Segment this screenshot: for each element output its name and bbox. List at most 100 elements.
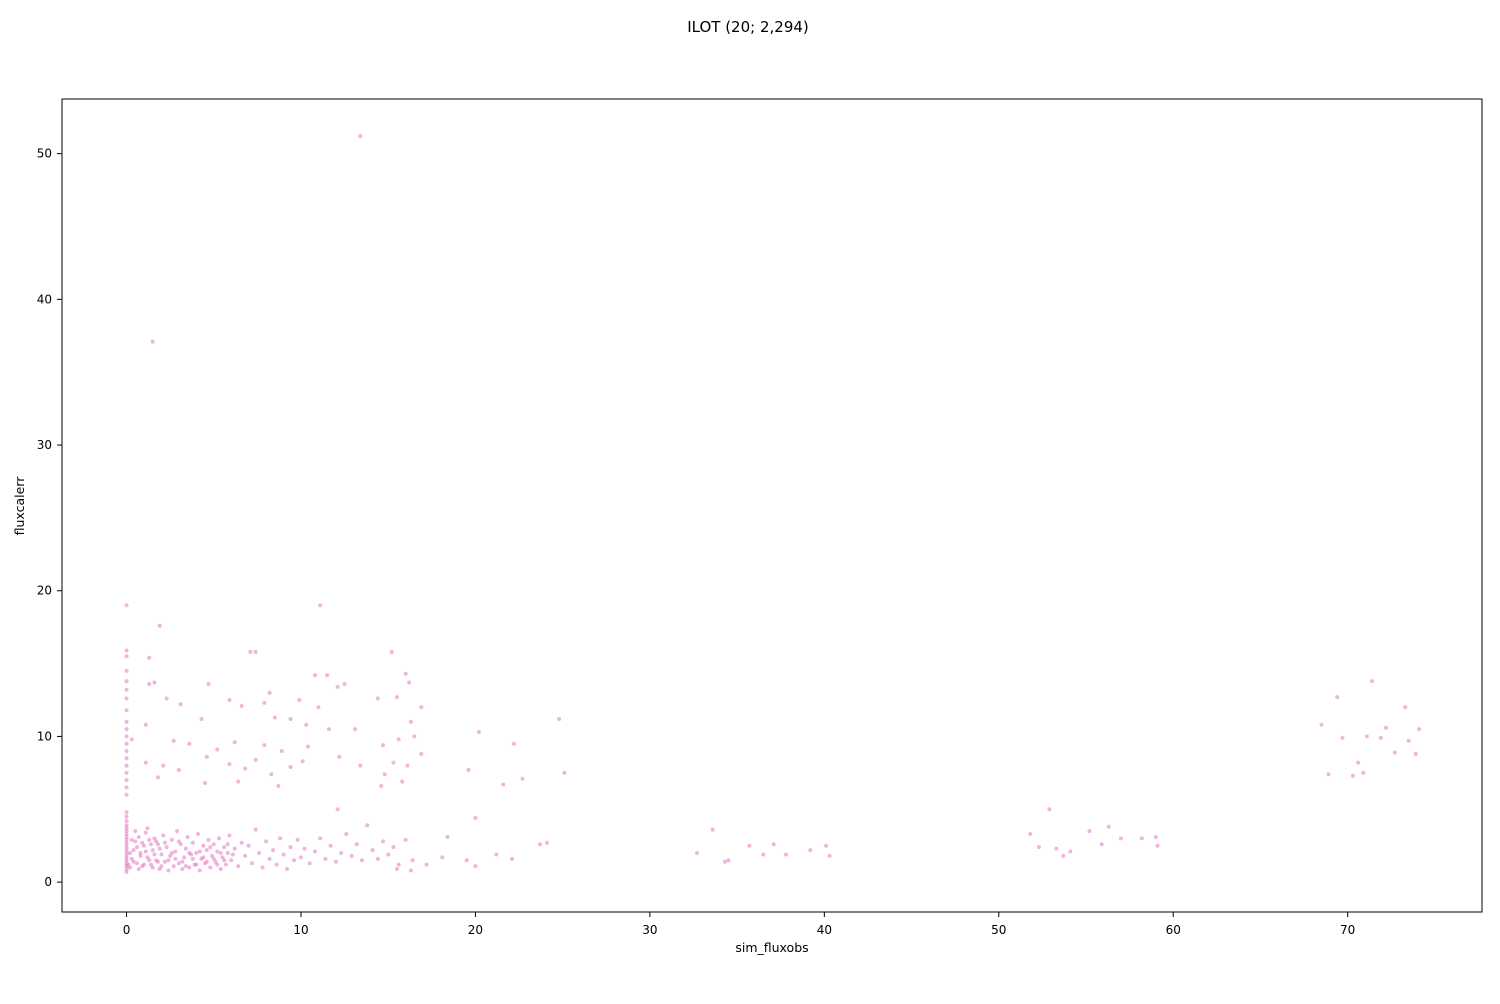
data-point: [124, 756, 129, 761]
data-point: [694, 850, 699, 855]
data-point: [391, 845, 396, 850]
data-point: [124, 810, 129, 815]
data-point: [783, 852, 788, 857]
data-point: [176, 861, 181, 866]
data-point: [129, 737, 134, 742]
data-point: [307, 861, 312, 866]
data-point: [279, 749, 284, 753]
data-point: [312, 673, 317, 678]
data-point: [147, 837, 152, 842]
data-point: [124, 867, 129, 872]
data-point: [403, 671, 408, 676]
data-point: [225, 842, 230, 847]
data-point: [272, 715, 277, 720]
x-tick-label: 20: [468, 923, 483, 937]
data-point: [761, 852, 766, 857]
data-point: [124, 840, 129, 845]
data-point: [511, 741, 516, 746]
data-point: [288, 845, 293, 850]
data-point: [236, 779, 241, 784]
data-point: [305, 744, 310, 749]
data-point: [215, 747, 220, 752]
data-point: [141, 862, 146, 867]
data-point: [124, 708, 129, 713]
data-point: [400, 779, 405, 784]
data-point: [262, 700, 267, 705]
data-point: [169, 837, 174, 842]
data-point: [157, 846, 162, 851]
data-point: [1370, 679, 1375, 684]
data-point: [328, 843, 333, 848]
data-point: [124, 855, 129, 860]
data-point: [124, 727, 129, 732]
data-point: [169, 850, 174, 855]
data-point: [562, 770, 567, 775]
data-point: [337, 754, 342, 759]
data-point: [124, 823, 129, 828]
data-point: [288, 716, 293, 721]
data-point: [126, 862, 131, 867]
data-point: [124, 869, 129, 874]
data-point: [176, 767, 181, 772]
y-tick-label: 10: [37, 729, 52, 743]
data-point: [124, 832, 129, 837]
chart-title: ILOT (20; 2,294): [687, 18, 809, 36]
x-tick-label: 60: [1166, 923, 1181, 937]
data-point: [150, 865, 155, 870]
data-point: [147, 655, 152, 660]
data-point: [375, 696, 380, 701]
data-point: [152, 836, 157, 841]
data-point: [335, 684, 340, 689]
data-point: [225, 850, 230, 855]
data-point: [124, 763, 129, 768]
y-axis: 0 10 20 30 40 50: [37, 147, 62, 889]
data-point: [124, 829, 129, 834]
data-point: [157, 867, 162, 872]
data-point: [206, 681, 211, 686]
data-point: [211, 842, 216, 847]
data-point: [124, 814, 129, 819]
data-point: [215, 849, 220, 854]
data-point: [358, 134, 363, 139]
data-point: [494, 852, 499, 857]
data-point: [148, 862, 153, 867]
data-point: [360, 858, 365, 863]
data-point: [164, 845, 169, 850]
data-point: [1155, 843, 1160, 848]
data-point: [124, 846, 129, 851]
data-point: [827, 853, 832, 858]
data-point: [124, 719, 129, 724]
data-point: [349, 853, 354, 858]
data-point: [380, 743, 385, 748]
data-point: [281, 852, 286, 857]
data-point: [131, 848, 136, 853]
data-point: [180, 867, 185, 872]
data-point: [271, 848, 276, 853]
data-point: [557, 716, 562, 721]
data-point: [419, 751, 424, 756]
data-point: [173, 849, 178, 854]
data-point: [220, 855, 225, 860]
data-point: [375, 856, 380, 861]
data-point: [1139, 836, 1144, 841]
data-point: [124, 843, 129, 848]
data-point: [501, 782, 506, 787]
data-point: [141, 843, 146, 848]
data-point: [808, 848, 813, 853]
data-point: [135, 861, 140, 866]
data-point: [145, 826, 150, 831]
data-point: [1068, 849, 1073, 854]
data-point: [154, 839, 159, 844]
data-point: [358, 763, 363, 768]
data-point: [147, 681, 152, 686]
data-point: [213, 859, 218, 864]
data-point: [466, 767, 471, 772]
data-point: [150, 339, 155, 344]
data-point: [194, 862, 199, 867]
data-point: [424, 862, 429, 867]
data-point: [217, 836, 221, 841]
data-point: [232, 740, 237, 745]
data-point: [187, 850, 192, 855]
data-point: [389, 649, 394, 654]
